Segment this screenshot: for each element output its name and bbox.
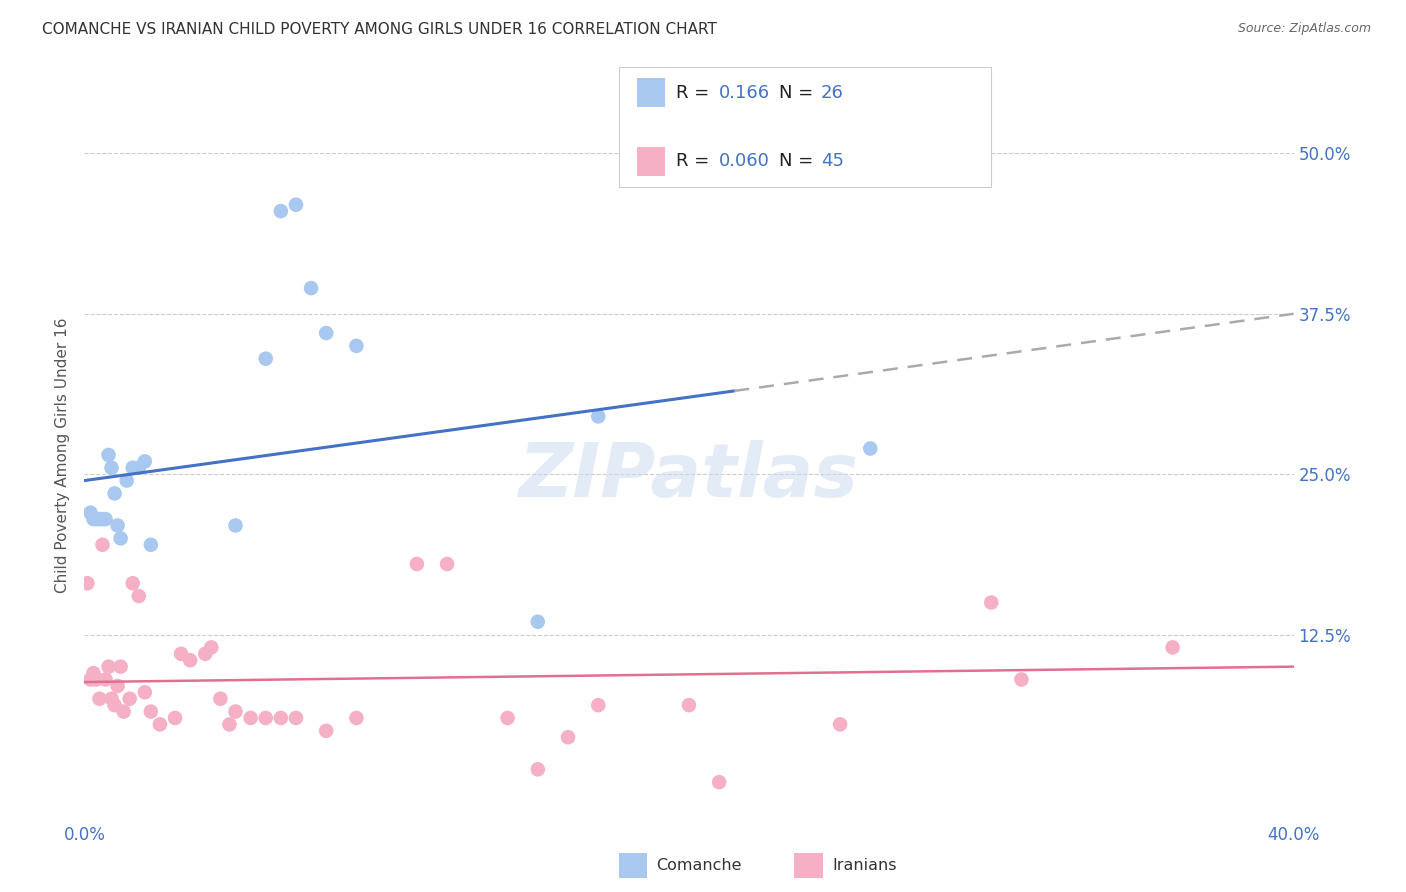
Point — [1161, 640, 1184, 655]
Point — [107, 518, 129, 533]
Text: N =: N = — [779, 84, 818, 102]
Point — [91, 512, 114, 526]
Point — [346, 339, 368, 353]
Point — [315, 326, 337, 340]
Point — [86, 673, 108, 687]
Text: Comanche: Comanche — [657, 858, 742, 872]
Text: 0.166: 0.166 — [718, 84, 769, 102]
Point — [225, 705, 247, 719]
Point — [209, 691, 232, 706]
Point — [709, 775, 731, 789]
Text: R =: R = — [676, 84, 716, 102]
Point — [79, 506, 101, 520]
Point — [980, 595, 1002, 609]
Point — [82, 666, 104, 681]
Point — [436, 557, 458, 571]
Point — [134, 685, 156, 699]
Point — [139, 705, 162, 719]
Point — [200, 640, 222, 655]
Point — [285, 197, 308, 211]
Point — [100, 691, 122, 706]
Point — [194, 647, 217, 661]
Point — [121, 460, 143, 475]
Point — [557, 730, 579, 744]
Point — [104, 698, 127, 713]
Text: N =: N = — [779, 153, 818, 170]
Point — [225, 518, 247, 533]
Text: R =: R = — [676, 153, 716, 170]
Point — [104, 486, 127, 500]
Point — [239, 711, 262, 725]
Point — [76, 576, 98, 591]
Point — [299, 281, 322, 295]
Point — [179, 653, 201, 667]
Point — [128, 460, 150, 475]
Point — [79, 673, 101, 687]
Point — [165, 711, 187, 725]
Point — [285, 711, 308, 725]
Point — [270, 711, 292, 725]
Point — [527, 762, 550, 776]
Point — [1011, 673, 1033, 687]
Point — [149, 717, 172, 731]
Text: ZIPatlas: ZIPatlas — [519, 441, 859, 514]
Point — [89, 691, 111, 706]
Point — [100, 460, 122, 475]
Text: 45: 45 — [821, 153, 844, 170]
Point — [315, 723, 337, 738]
Point — [346, 711, 368, 725]
Point — [115, 474, 138, 488]
Text: Iranians: Iranians — [832, 858, 897, 872]
Text: 26: 26 — [821, 84, 844, 102]
Text: Source: ZipAtlas.com: Source: ZipAtlas.com — [1237, 22, 1371, 36]
Point — [82, 512, 104, 526]
Point — [89, 512, 111, 526]
Point — [97, 448, 120, 462]
Point — [86, 512, 108, 526]
Point — [110, 532, 132, 546]
Point — [588, 409, 610, 424]
Text: 0.060: 0.060 — [718, 153, 769, 170]
Point — [139, 538, 162, 552]
Point — [496, 711, 519, 725]
Y-axis label: Child Poverty Among Girls Under 16: Child Poverty Among Girls Under 16 — [55, 318, 70, 592]
Point — [94, 673, 117, 687]
Point — [830, 717, 852, 731]
Point — [121, 576, 143, 591]
Text: COMANCHE VS IRANIAN CHILD POVERTY AMONG GIRLS UNDER 16 CORRELATION CHART: COMANCHE VS IRANIAN CHILD POVERTY AMONG … — [42, 22, 717, 37]
Point — [110, 659, 132, 673]
Point — [859, 442, 882, 456]
Point — [112, 705, 135, 719]
Point — [527, 615, 550, 629]
Point — [118, 691, 141, 706]
Point — [678, 698, 700, 713]
Point — [254, 351, 277, 366]
Point — [218, 717, 240, 731]
Point — [91, 538, 114, 552]
Point — [97, 659, 120, 673]
Point — [270, 204, 292, 219]
Point — [588, 698, 610, 713]
Point — [406, 557, 429, 571]
Point — [94, 512, 117, 526]
Point — [254, 711, 277, 725]
Point — [134, 454, 156, 468]
Point — [170, 647, 193, 661]
Point — [107, 679, 129, 693]
Point — [128, 589, 150, 603]
